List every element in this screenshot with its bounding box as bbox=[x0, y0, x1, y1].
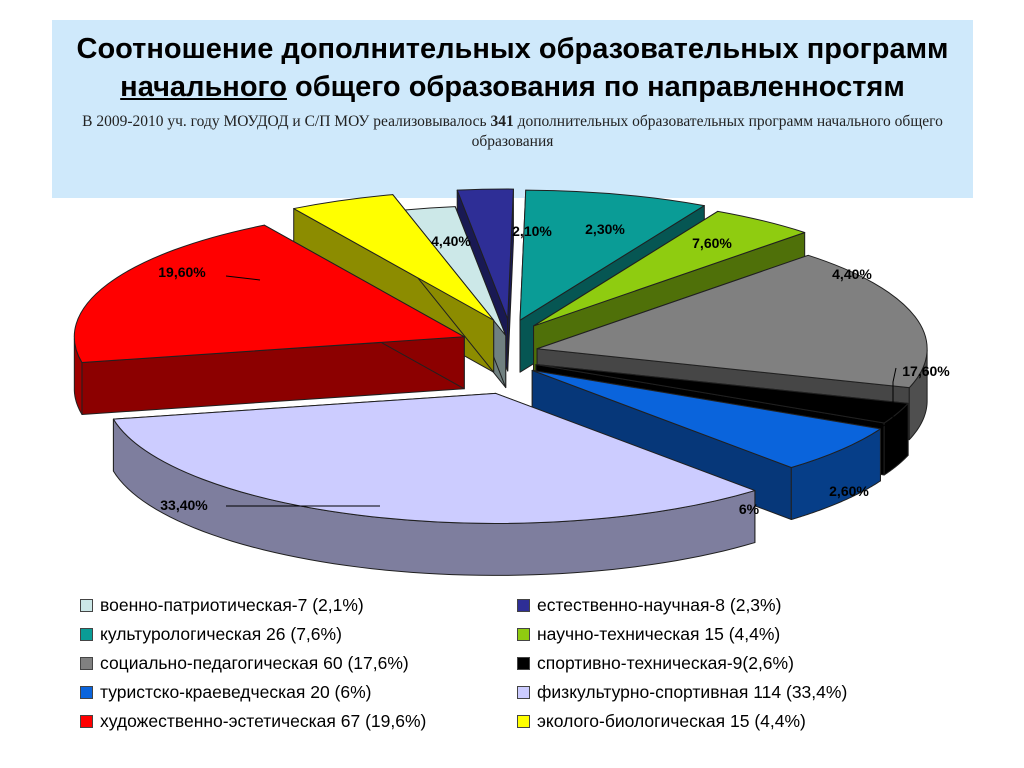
pie-slice bbox=[112, 392, 756, 576]
data-label: 33,40% bbox=[160, 497, 208, 513]
legend-item: спортивно-техническая-9(2,6%) bbox=[517, 653, 794, 674]
legend-item: туристско-краеведческая 20 (6%) bbox=[80, 682, 372, 703]
legend-item: эколого-биологическая 15 (4,4%) bbox=[517, 711, 806, 732]
pie-slice-top bbox=[533, 210, 806, 327]
legend-label: социально-педагогическая 60 (17,6%) bbox=[100, 653, 409, 673]
subtitle-total: 341 bbox=[490, 113, 514, 130]
legend-label: эколого-биологическая 15 (4,4%) bbox=[537, 711, 806, 731]
legend-swatch bbox=[517, 599, 530, 612]
legend-label: культурологическая 26 (7,6%) bbox=[100, 624, 342, 644]
data-label: 6% bbox=[739, 501, 760, 517]
legend-swatch bbox=[80, 628, 93, 641]
legend-label: военно-патриотическая-7 (2,1%) bbox=[100, 595, 364, 615]
data-label: 19,60% bbox=[158, 264, 206, 280]
legend-item: социально-педагогическая 60 (17,6%) bbox=[80, 653, 409, 674]
legend-swatch bbox=[80, 715, 93, 728]
pie-chart: 2,10% 2,30% 7,60% 4,40% 17,60% 2,60% 6% 33,40% 1… bbox=[73, 188, 950, 576]
legend-item: физкультурно-спортивная 114 (33,4%) bbox=[517, 682, 847, 703]
data-label: 2,30% bbox=[585, 221, 625, 237]
subtitle-part2: дополнительных образовательных программ … bbox=[471, 113, 943, 150]
title-part1: Соотношение дополнительных образовательн… bbox=[76, 33, 949, 65]
legend-label: естественно-научная-8 (2,3%) bbox=[537, 595, 782, 615]
pie-slice-top bbox=[535, 363, 909, 424]
legend-swatch bbox=[517, 686, 530, 699]
legend-swatch bbox=[517, 657, 530, 670]
title-underlined: начального bbox=[120, 71, 287, 103]
legend-label: научно-техническая 15 (4,4%) bbox=[537, 624, 781, 644]
leader-line bbox=[879, 367, 897, 429]
legend-swatch bbox=[80, 599, 93, 612]
chart-title: Соотношение дополнительных образовательн… bbox=[64, 30, 961, 106]
pie-slice-top bbox=[531, 369, 881, 469]
pie-slice-top bbox=[519, 189, 705, 321]
legend-swatch bbox=[517, 628, 530, 641]
legend-label: спортивно-техническая-9(2,6%) bbox=[537, 653, 794, 673]
legend-item: культурологическая 26 (7,6%) bbox=[80, 624, 342, 645]
chart-subtitle: В 2009-2010 уч. году МОУДОД и С/П МОУ ре… bbox=[82, 112, 943, 152]
data-label: 4,40% bbox=[832, 266, 872, 282]
data-label: 2,10% bbox=[512, 223, 552, 239]
legend-label: туристско-краеведческая 20 (6%) bbox=[100, 682, 372, 702]
pie-slice-top bbox=[536, 254, 928, 389]
leader-line bbox=[225, 275, 261, 281]
pie-slice-top bbox=[73, 224, 465, 363]
legend-item: военно-патриотическая-7 (2,1%) bbox=[80, 595, 364, 616]
legend-label: физкультурно-спортивная 114 (33,4%) bbox=[537, 682, 848, 702]
legend-swatch bbox=[80, 686, 93, 699]
pie-slice-top bbox=[293, 194, 495, 321]
legend-label: художественно-эстетическая 67 (19,6%) bbox=[100, 711, 427, 731]
subtitle-part1: В 2009-2010 уч. году МОУДОД и С/П МОУ ре… bbox=[82, 113, 491, 130]
pie-slice-top bbox=[456, 188, 514, 320]
pie-slice-top bbox=[112, 392, 756, 524]
legend-item: естественно-научная-8 (2,3%) bbox=[517, 595, 781, 616]
legend-swatch bbox=[80, 657, 93, 670]
pie-slice bbox=[73, 224, 465, 415]
legend-item: художественно-эстетическая 67 (19,6%) bbox=[80, 711, 426, 732]
data-label: 4,40% bbox=[431, 233, 471, 249]
header-banner: Соотношение дополнительных образовательн… bbox=[52, 20, 973, 198]
data-label: 7,60% bbox=[692, 235, 732, 251]
legend-swatch bbox=[517, 715, 530, 728]
data-label: 2,60% bbox=[829, 483, 869, 499]
legend-item: научно-техническая 15 (4,4%) bbox=[517, 624, 780, 645]
data-label: 17,60% bbox=[902, 363, 950, 379]
title-part2: общего образования по направленностям bbox=[286, 71, 905, 103]
